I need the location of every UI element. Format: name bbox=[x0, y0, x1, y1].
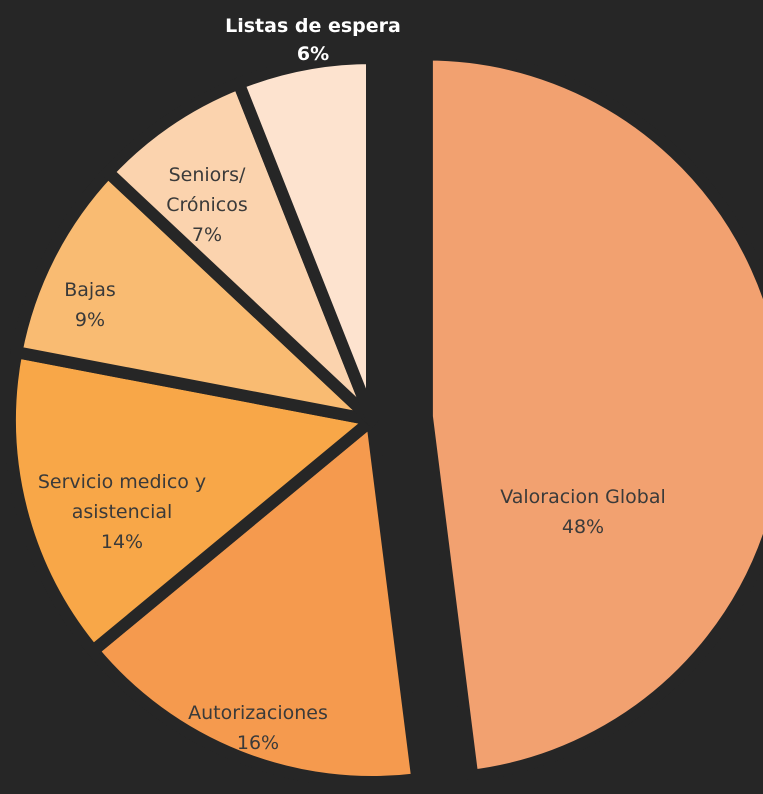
pie-slice bbox=[10, 166, 378, 426]
pie-slice bbox=[87, 414, 424, 788]
pie-slice bbox=[232, 52, 378, 426]
value-label: 16% bbox=[236, 732, 280, 754]
category-label: Listas de espera bbox=[225, 15, 401, 37]
pie-slice bbox=[4, 346, 378, 657]
slice-label: Bajas 9% bbox=[30, 275, 150, 335]
value-label: 9% bbox=[74, 309, 106, 331]
slice-label: Listas de espera 6% bbox=[203, 12, 423, 68]
category-label: Bajas bbox=[64, 279, 116, 301]
category-label: Valoracion Global bbox=[500, 486, 666, 508]
category-label: Servicio medico y asistencial bbox=[37, 471, 207, 523]
slice-label: Valoracion Global 48% bbox=[453, 482, 713, 542]
pie-slice bbox=[420, 48, 763, 782]
slice-label: Servicio medico y asistencial 14% bbox=[17, 467, 227, 557]
category-label: Autorizaciones bbox=[188, 702, 328, 724]
value-label: 48% bbox=[561, 516, 605, 538]
value-label: 7% bbox=[191, 224, 223, 246]
slice-label: Autorizaciones 16% bbox=[138, 698, 378, 758]
value-label: 14% bbox=[100, 531, 144, 553]
pie-slice bbox=[102, 77, 378, 426]
value-label: 6% bbox=[296, 43, 330, 65]
category-label: Seniors/ Crónicos bbox=[166, 164, 248, 216]
slice-label: Seniors/ Crónicos 7% bbox=[147, 160, 267, 250]
